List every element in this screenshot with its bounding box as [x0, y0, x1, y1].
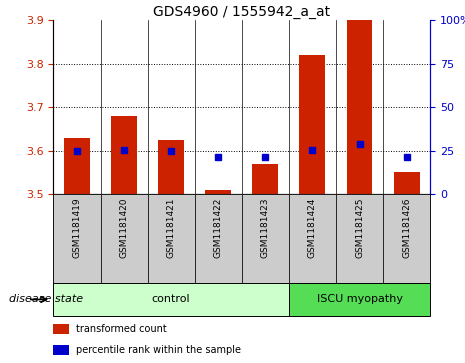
Text: GSM1181423: GSM1181423	[261, 198, 270, 258]
Text: GSM1181425: GSM1181425	[355, 198, 364, 258]
Bar	[100, 194, 147, 283]
Bar	[158, 140, 184, 194]
Bar	[346, 20, 372, 194]
Title: GDS4960 / 1555942_a_at: GDS4960 / 1555942_a_at	[153, 5, 330, 19]
Text: GSM1181422: GSM1181422	[214, 198, 223, 258]
Text: GSM1181420: GSM1181420	[120, 198, 129, 258]
Bar	[289, 194, 336, 283]
Bar	[252, 164, 278, 194]
Text: GSM1181424: GSM1181424	[308, 198, 317, 258]
Bar	[206, 190, 231, 194]
Bar	[394, 172, 419, 194]
Text: GSM1181421: GSM1181421	[166, 198, 176, 258]
Bar	[336, 194, 383, 283]
Text: control: control	[152, 294, 191, 305]
Bar	[64, 138, 90, 194]
Text: percentile rank within the sample: percentile rank within the sample	[76, 345, 241, 355]
Bar	[53, 324, 68, 334]
Bar	[53, 283, 289, 316]
Bar	[111, 116, 137, 194]
Bar	[195, 194, 242, 283]
Bar	[242, 194, 289, 283]
Bar	[289, 283, 430, 316]
Bar	[147, 194, 195, 283]
Text: transformed count: transformed count	[76, 324, 167, 334]
Text: GSM1181426: GSM1181426	[402, 198, 411, 258]
Bar	[53, 345, 68, 355]
Text: ISCU myopathy: ISCU myopathy	[317, 294, 403, 305]
Bar	[299, 55, 325, 194]
Bar	[383, 194, 430, 283]
Text: GSM1181419: GSM1181419	[73, 198, 81, 258]
Text: disease state: disease state	[9, 294, 83, 305]
Bar	[53, 194, 100, 283]
